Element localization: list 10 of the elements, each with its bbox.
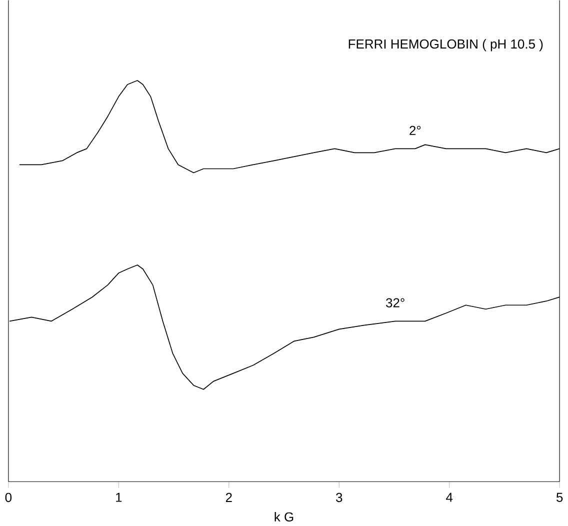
series-label: 32° — [386, 298, 404, 308]
x-tick-label: 1 — [116, 492, 122, 502]
x-tick-label: 5 — [556, 492, 563, 502]
x-tick-label: 3 — [336, 492, 342, 502]
x-tick-label: 0 — [5, 492, 12, 502]
chart-title: FERRI HEMOGLOBIN ( pH 10.5 ) — [348, 38, 543, 52]
series-label: 2° — [410, 126, 421, 135]
x-axis-title: k G — [274, 512, 294, 522]
x-tick-label: 4 — [446, 492, 453, 502]
x-tick-label: 2 — [226, 492, 232, 502]
